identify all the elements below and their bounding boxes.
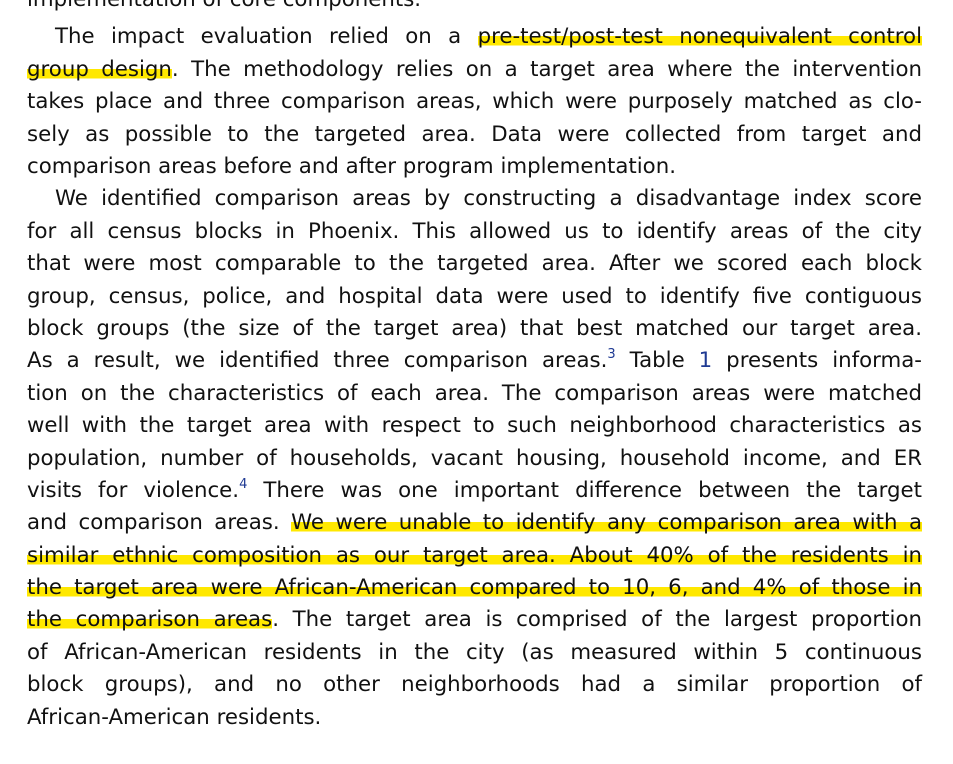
text-line: for all census blocks in Phoenix. This a… xyxy=(27,219,922,244)
text-line: tion on the characteristics of each area… xyxy=(27,381,922,406)
text-line: sely as possible to the targeted area. D… xyxy=(27,122,922,147)
text-line: comparison areas before and after progra… xyxy=(27,154,676,179)
text-line: population, number of households, vacant… xyxy=(27,446,922,471)
text-line: The impact evaluation relied on a pre-te… xyxy=(55,24,922,49)
highlighted-text: similar ethnic composition as our target… xyxy=(27,543,922,568)
text-line: that were most comparable to the targete… xyxy=(27,251,922,276)
text-line: similar ethnic composition as our target… xyxy=(27,540,922,572)
highlighted-text: the comparison areas xyxy=(27,607,273,632)
text-line: well with the target area with respect t… xyxy=(27,413,922,438)
highlighted-text: pre-test/post-test nonequivalent control xyxy=(477,24,922,49)
text-line: implementation of core components. xyxy=(27,0,922,16)
text-line: takes place and three comparison areas, … xyxy=(27,89,922,114)
highlighted-text: the target area were African-American co… xyxy=(27,575,922,600)
text-line: and comparison areas. We were unable to … xyxy=(27,510,922,535)
text-line: the comparison areas. The target area is… xyxy=(27,607,922,632)
text-line: block groups (the size of the target are… xyxy=(27,316,922,341)
text-line: We identified comparison areas by constr… xyxy=(55,186,922,211)
text-line: group design. The methodology relies on … xyxy=(27,57,922,82)
footnote-ref[interactable]: 4 xyxy=(239,477,248,492)
highlighted-text: We were unable to identify any compariso… xyxy=(291,510,922,535)
footnote-ref[interactable]: 3 xyxy=(607,347,616,362)
text-line: group, census, police, and hospital data… xyxy=(27,284,922,309)
text-line: African-American residents. xyxy=(27,705,322,730)
table-link[interactable]: 1 xyxy=(698,348,713,373)
text-line: visits for violence.4 There was one impo… xyxy=(27,477,923,503)
highlighted-text: group design xyxy=(27,57,172,82)
text-line: As a result, we identified three compari… xyxy=(27,347,922,373)
text-line: the target area were African-American co… xyxy=(27,572,922,604)
text-line: block groups), and no other neighborhood… xyxy=(27,672,922,697)
text-line: of African-American residents in the cit… xyxy=(27,640,922,665)
